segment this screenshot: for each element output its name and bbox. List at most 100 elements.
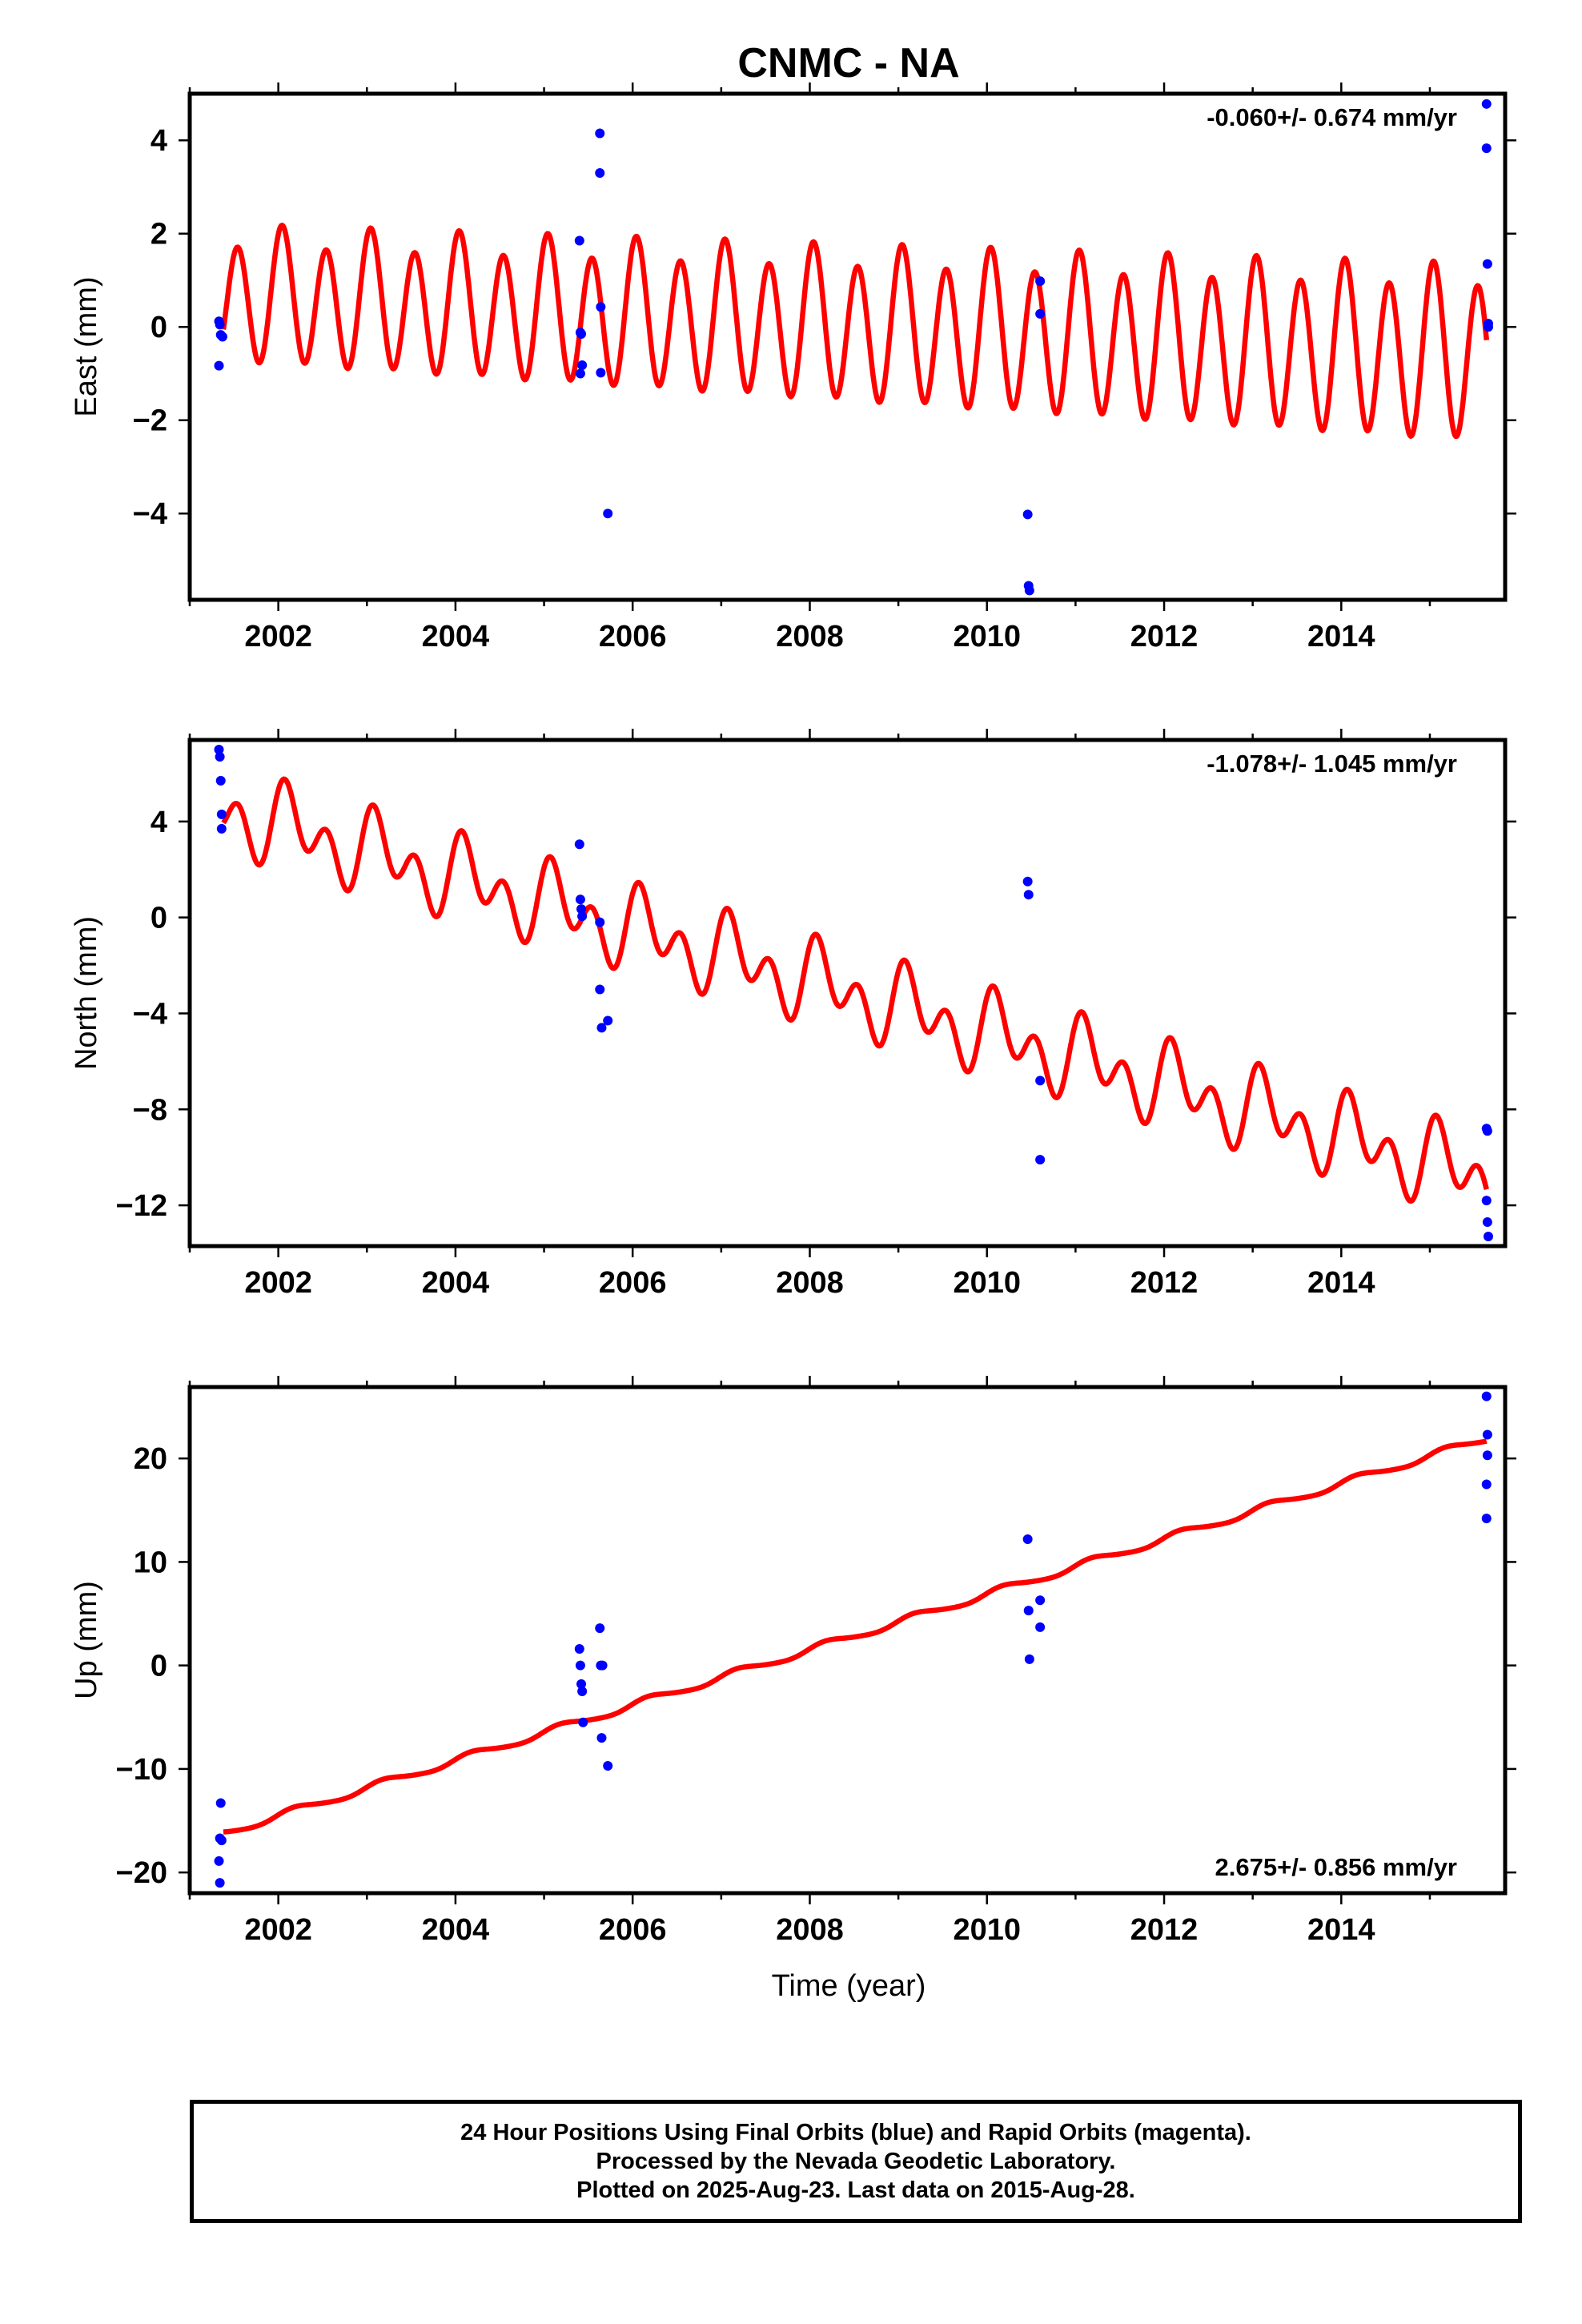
up-data-point [215,1798,226,1808]
north-data-point [1483,1232,1493,1242]
north-data-point [595,917,605,927]
up-data-point [574,1643,584,1654]
up-data-point [1482,1429,1492,1440]
north-data-point [1022,876,1033,887]
x-tick-label: 2014 [1307,1266,1375,1300]
north-data-point [603,1015,613,1026]
x-tick-label: 2006 [599,1913,667,1947]
east-data-point [1481,143,1492,154]
east-data-point [596,368,606,378]
up-data-point [215,1878,225,1888]
up-data-point [1022,1534,1033,1544]
east-data-point [1035,308,1046,319]
y-tick-label: 2 [151,218,167,251]
up-data-point [1035,1595,1046,1606]
up-data-point [595,1623,605,1634]
up-data-point [575,1660,585,1671]
y-tick-label: −4 [133,997,167,1031]
up-plot-frame [187,1385,1508,1896]
up-rate-label: 2.675+/- 0.856 mm/yr [1215,1853,1457,1881]
y-tick-label: 4 [151,124,167,158]
x-tick-label: 2002 [244,1266,312,1300]
x-tick-label: 2010 [953,620,1021,653]
north-data-point [1035,1155,1046,1165]
up-data-point [1035,1622,1046,1632]
east-data-point [1482,259,1492,269]
up-data-point [1481,1479,1492,1490]
east-data-point [576,328,587,339]
x-tick-label: 2002 [244,1913,312,1947]
east-data-point [1483,322,1493,332]
x-tick-label: 2012 [1130,1913,1199,1947]
east-data-point [1024,585,1034,596]
panel-up: 2002 2004 2006 2008 2010 2012 2014 −20 −10 0 10 20 U… [70,1376,1516,1947]
east-data-point [577,360,588,371]
up-data-point [576,1679,587,1689]
up-y-axis-label: Up (mm) [70,1581,103,1699]
north-data-point [216,823,227,834]
y-tick-label: −2 [133,404,167,438]
y-tick-label: −8 [133,1093,167,1127]
up-model-curve [221,1438,1488,1835]
up-data-point [216,1835,227,1846]
north-data-point [1482,1217,1492,1228]
north-model-curve [221,776,1489,1204]
x-axis-label: Time (year) [772,1969,926,2003]
x-tick-label: 2004 [422,1266,490,1300]
x-tick-label: 2008 [776,1266,844,1300]
north-data-point [574,839,584,850]
east-data-point [1481,99,1492,109]
y-tick-label: 10 [134,1546,167,1579]
east-data-point [595,168,605,179]
east-data-point [574,235,584,246]
up-data-point [577,1686,588,1696]
north-data-point [215,751,225,762]
x-tick-label: 2010 [953,1913,1021,1947]
east-data-point [217,332,227,342]
y-tick-label: −20 [116,1856,167,1890]
y-tick-label: −10 [116,1753,167,1787]
panel-east: 2002 2004 2006 2008 2010 2012 2014 −4 −2 0 2 4 East … [70,82,1516,653]
x-tick-label: 2014 [1307,620,1375,653]
x-tick-label: 2004 [422,620,490,653]
east-data-point [575,368,585,379]
north-data-point [576,904,587,915]
east-plot-frame [187,91,1508,602]
north-y-axis-label: North (mm) [70,916,103,1070]
up-data-point [1481,1514,1492,1524]
y-tick-label: 0 [151,1650,167,1683]
x-tick-label: 2006 [599,620,667,653]
x-tick-label: 2014 [1307,1913,1375,1947]
up-data-point [1481,1391,1492,1401]
footer-box: 24 Hour Positions Using Final Orbits (bl… [190,2100,1522,2223]
north-data-point [1482,1126,1492,1136]
east-rate-label: -0.060+/- 0.674 mm/yr [1207,103,1457,131]
up-data-point [597,1660,608,1671]
up-data-point [214,1856,224,1866]
north-data-point [596,1023,607,1033]
north-data-point [595,984,605,995]
north-data-point [1481,1196,1492,1206]
north-data-point [216,809,227,819]
panel-north: 2002 2004 2006 2008 2010 2012 2014 −12 −8 −4 0 4 Nor… [70,729,1516,1300]
up-data-point [578,1717,588,1727]
north-data-point [577,911,588,922]
y-tick-label: −12 [116,1189,167,1223]
footer-line-3: Plotted on 2025-Aug-23. Last data on 201… [576,2177,1135,2203]
north-plot-frame [187,738,1508,1248]
east-data-point [1022,509,1033,520]
x-tick-label: 2012 [1130,620,1199,653]
y-tick-label: −4 [133,497,167,531]
north-data-point [1023,890,1034,900]
x-tick-label: 2004 [422,1913,490,1947]
x-tick-label: 2012 [1130,1266,1199,1300]
up-data-point [1023,1606,1034,1616]
north-rate-label: -1.078+/- 1.045 mm/yr [1207,750,1457,778]
up-data-point [603,1761,613,1771]
footer-line-2: Processed by the Nevada Geodetic Laborat… [596,2149,1116,2174]
north-data-point [215,775,226,786]
y-tick-label: 0 [151,902,167,935]
x-tick-label: 2006 [599,1266,667,1300]
up-data-point [1024,1654,1034,1664]
